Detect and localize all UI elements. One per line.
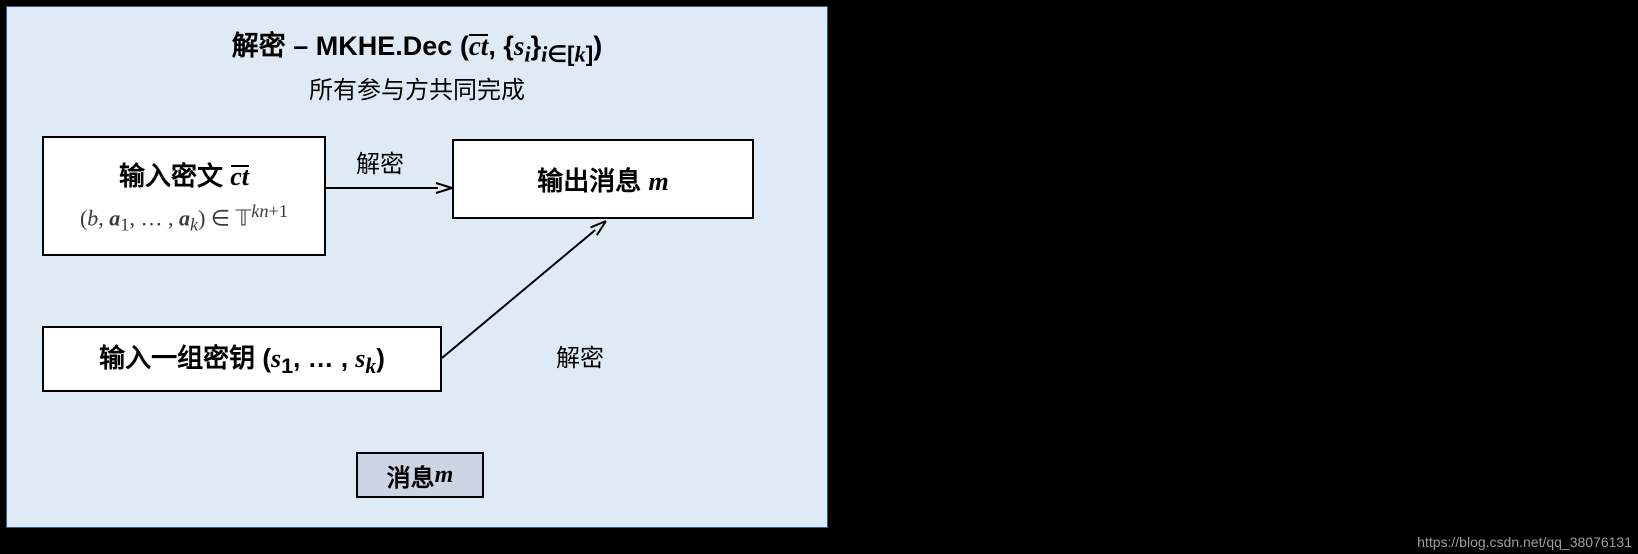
edge-label: 解密 — [356, 144, 404, 179]
edge-label: 解密 — [556, 338, 604, 373]
diagram-title: 解密 – MKHE.Dec (ct, {si}i∈[k]) — [6, 24, 828, 67]
node-output-message: 输出消息 m — [452, 139, 754, 219]
diagram-subtitle: 所有参与方共同完成 — [6, 70, 828, 105]
node-input-ciphertext: 输入密文 ct (b, a1, … , ak) ∈ 𝕋kn+1 — [42, 136, 326, 256]
node-input-ciphertext-title: 输入密文 ct — [119, 156, 249, 193]
node-input-keys: 输入一组密钥 (s1, … , sk) — [42, 326, 442, 392]
badge-message: 消息 m — [356, 452, 484, 498]
node-input-keys-title: 输入一组密钥 (s1, … , sk) — [99, 338, 385, 379]
watermark: https://blog.csdn.net/qq_38076131 — [1417, 534, 1632, 550]
node-input-ciphertext-math: (b, a1, … , ak) ∈ 𝕋kn+1 — [80, 201, 288, 236]
node-output-message-title: 输出消息 m — [537, 161, 668, 198]
